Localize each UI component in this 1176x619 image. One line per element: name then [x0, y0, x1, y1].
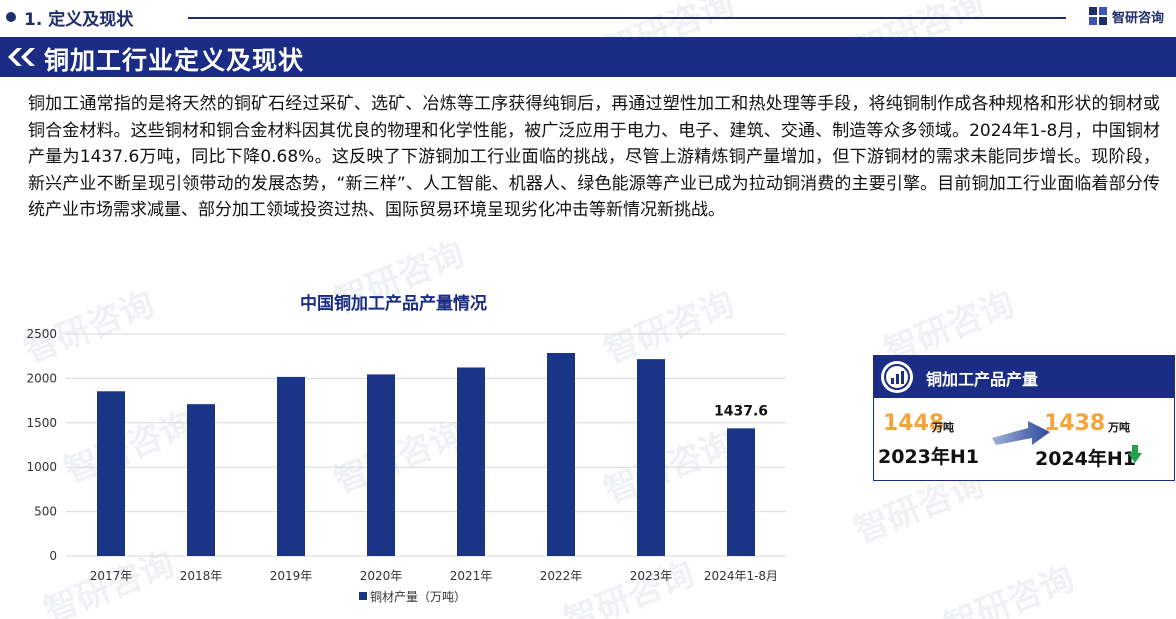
right-period: 2024年H1: [1035, 448, 1137, 470]
description-paragraph: 铜加工通常指的是将天然的铜矿石经过采矿、选矿、冶炼等工序获得纯铜后，再通过塑性加…: [28, 94, 1160, 220]
legend-swatch: [359, 592, 367, 600]
chart-icon: [881, 361, 913, 393]
header-divider: [188, 17, 1066, 19]
watermark: 智研咨询: [938, 558, 1080, 619]
bar: [727, 428, 755, 556]
x-tick-label: 2018年: [180, 569, 223, 583]
y-tick-label: 1500: [26, 416, 57, 430]
logo-icon: [1089, 7, 1107, 25]
card-title: 铜加工产品产量: [926, 370, 1039, 389]
x-tick-label: 2022年: [540, 569, 583, 583]
down-arrow-icon: [1128, 445, 1142, 463]
logo-text: 智研咨询: [1112, 10, 1165, 26]
bar: [547, 353, 575, 556]
x-tick-label: 2023年: [630, 569, 673, 583]
y-tick-label: 500: [34, 505, 57, 519]
x-tick-label: 2020年: [360, 569, 403, 583]
left-period: 2023年H1: [878, 446, 980, 468]
legend-label: 铜材产量（万吨）: [370, 589, 466, 604]
bar: [457, 367, 485, 556]
x-tick-label: 2024年1-8月: [704, 569, 778, 583]
bar: [97, 391, 125, 556]
right-unit: 万吨: [1108, 421, 1130, 434]
title-banner: 铜加工行业定义及现状: [0, 37, 1176, 77]
left-value: 1448: [883, 411, 945, 436]
y-tick-label: 0: [49, 549, 57, 563]
x-tick-label: 2021年: [450, 569, 493, 583]
bullet-dot: [6, 12, 16, 22]
card-header: 铜加工产品产量: [874, 356, 1174, 398]
bar-chart: 0 500 1000 1500 2000 2500 2017年 2018年 2019年 2020年…: [26, 327, 786, 604]
bar: [637, 359, 665, 556]
y-tick-label: 1000: [26, 460, 57, 474]
arrow-right-icon: [992, 421, 1050, 445]
kpi-card: 铜加工产品产量 1448 万吨 2023年H1 1438 万吨 2024年H1: [873, 355, 1175, 481]
banner-title: 铜加工行业定义及现状: [44, 46, 305, 75]
bar: [277, 376, 305, 556]
right-value: 1438: [1044, 411, 1106, 436]
x-tick-label: 2019年: [270, 569, 313, 583]
data-label: 1437.6: [714, 403, 768, 419]
left-unit: 万吨: [932, 421, 954, 434]
top-header: 1. 定义及现状 智研咨询: [0, 0, 1176, 34]
double-chevron-icon: [8, 48, 35, 66]
section-title: 1. 定义及现状: [24, 10, 134, 30]
brand-logo: 智研咨询: [1088, 6, 1164, 26]
bar: [367, 374, 395, 556]
y-tick-label: 2000: [26, 371, 57, 385]
y-tick-label: 2500: [26, 327, 57, 341]
chart-title: 中国铜加工产品产量情况: [300, 294, 487, 314]
bar: [187, 404, 215, 556]
x-tick-label: 2017年: [90, 569, 133, 583]
